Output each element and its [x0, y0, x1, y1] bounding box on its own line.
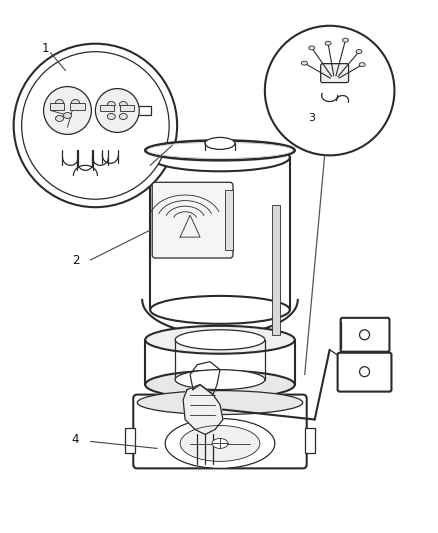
Bar — [120, 104, 134, 111]
Ellipse shape — [360, 367, 370, 377]
Ellipse shape — [165, 418, 275, 469]
Ellipse shape — [360, 330, 370, 340]
Ellipse shape — [147, 142, 293, 158]
Ellipse shape — [150, 296, 290, 324]
FancyBboxPatch shape — [338, 353, 392, 392]
Ellipse shape — [145, 326, 295, 354]
Ellipse shape — [356, 50, 362, 54]
Circle shape — [14, 44, 177, 207]
Ellipse shape — [64, 112, 71, 118]
Ellipse shape — [175, 370, 265, 390]
Polygon shape — [183, 385, 223, 434]
Ellipse shape — [180, 425, 260, 462]
Ellipse shape — [175, 330, 265, 350]
Ellipse shape — [309, 46, 315, 50]
Ellipse shape — [150, 143, 290, 171]
Ellipse shape — [107, 101, 115, 108]
Ellipse shape — [301, 61, 307, 65]
Bar — [71, 102, 85, 110]
Bar — [125, 429, 135, 454]
Ellipse shape — [145, 140, 295, 160]
FancyBboxPatch shape — [321, 63, 349, 83]
FancyBboxPatch shape — [133, 394, 307, 469]
Ellipse shape — [71, 100, 79, 106]
FancyBboxPatch shape — [225, 190, 233, 250]
Bar — [305, 429, 314, 454]
FancyBboxPatch shape — [341, 318, 389, 352]
Bar — [49, 102, 64, 110]
Bar — [272, 205, 280, 335]
Ellipse shape — [56, 116, 64, 122]
Circle shape — [95, 88, 139, 132]
Ellipse shape — [56, 100, 64, 106]
Ellipse shape — [359, 63, 365, 67]
Circle shape — [265, 26, 395, 155]
Ellipse shape — [212, 439, 228, 448]
Circle shape — [43, 86, 92, 134]
FancyBboxPatch shape — [152, 182, 233, 258]
Bar — [100, 104, 114, 111]
Text: 2: 2 — [72, 254, 79, 266]
Text: 4: 4 — [72, 433, 79, 446]
Circle shape — [21, 52, 169, 199]
Ellipse shape — [119, 101, 127, 108]
Ellipse shape — [107, 114, 115, 119]
Ellipse shape — [137, 391, 303, 415]
Ellipse shape — [343, 38, 349, 42]
Ellipse shape — [145, 370, 295, 399]
Text: 1: 1 — [42, 42, 49, 55]
Text: 3: 3 — [308, 114, 315, 124]
Ellipse shape — [325, 41, 331, 45]
Ellipse shape — [205, 138, 235, 149]
Ellipse shape — [119, 114, 127, 119]
